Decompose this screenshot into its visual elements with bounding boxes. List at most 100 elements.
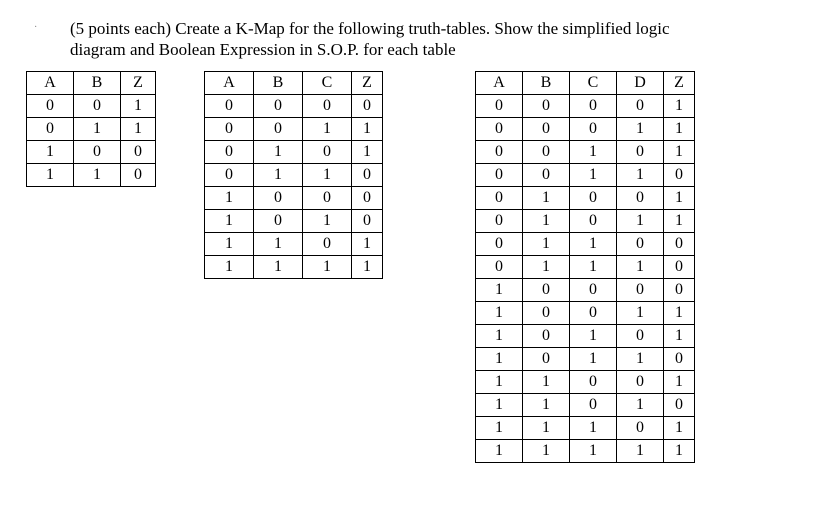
table-cell: 1 — [664, 140, 695, 163]
table-cell: 0 — [476, 163, 523, 186]
table-cell: 0 — [664, 255, 695, 278]
table-cell: 1 — [570, 416, 617, 439]
table-cell: 1 — [664, 117, 695, 140]
col-header: A — [27, 71, 74, 94]
table-row: 01100 — [476, 232, 695, 255]
table-cell: 0 — [664, 163, 695, 186]
table-cell: 1 — [74, 117, 121, 140]
table-cell: 1 — [476, 370, 523, 393]
table-cell: 0 — [617, 186, 664, 209]
table-cell: 1 — [352, 140, 383, 163]
table-cell: 1 — [570, 347, 617, 370]
table-cell: 1 — [352, 117, 383, 140]
col-header: Z — [664, 71, 695, 94]
table-cell: 0 — [570, 186, 617, 209]
table-row: 1010 — [205, 209, 383, 232]
table-cell: 1 — [121, 117, 156, 140]
table-cell: 1 — [523, 393, 570, 416]
table-cell: 1 — [664, 301, 695, 324]
table-row: 10110 — [476, 347, 695, 370]
table-cell: 0 — [617, 278, 664, 301]
table-cell: 0 — [74, 140, 121, 163]
table-cell: 1 — [664, 324, 695, 347]
table-cell: 0 — [254, 186, 303, 209]
col-header: B — [523, 71, 570, 94]
table-cell: 1 — [664, 209, 695, 232]
table-row: 001 — [27, 94, 156, 117]
table-row: 00101 — [476, 140, 695, 163]
table-row: 00001 — [476, 94, 695, 117]
table-cell: 0 — [74, 94, 121, 117]
question-prompt: (5 points each) Create a K-Map for the f… — [70, 18, 790, 61]
table-cell: 1 — [352, 255, 383, 278]
table-row: 0011 — [205, 117, 383, 140]
table-cell: 0 — [121, 163, 156, 186]
table-cell: 1 — [476, 347, 523, 370]
table-cell: 0 — [570, 209, 617, 232]
col-header: B — [74, 71, 121, 94]
col-header: Z — [352, 71, 383, 94]
table-cell: 1 — [74, 163, 121, 186]
table-cell: 0 — [352, 209, 383, 232]
table-cell: 0 — [570, 393, 617, 416]
table-row: 11001 — [476, 370, 695, 393]
table-row: 1111 — [205, 255, 383, 278]
table-row: 0110 — [205, 163, 383, 186]
table-cell: 0 — [205, 163, 254, 186]
table-row: 01011 — [476, 209, 695, 232]
table-cell: 0 — [523, 347, 570, 370]
table-cell: 0 — [205, 94, 254, 117]
table-cell: 0 — [664, 347, 695, 370]
table-cell: 0 — [476, 117, 523, 140]
truth-table-4var: A B C D Z 000010001100101001100100101011… — [475, 71, 695, 463]
table-cell: 1 — [523, 232, 570, 255]
table-cell: 1 — [476, 324, 523, 347]
table-cell: 0 — [664, 278, 695, 301]
table-cell: 0 — [303, 94, 352, 117]
table-cell: 1 — [664, 186, 695, 209]
table-cell: 0 — [121, 140, 156, 163]
table-cell: 0 — [523, 301, 570, 324]
table-cell: 0 — [617, 232, 664, 255]
col-header: B — [254, 71, 303, 94]
table-cell: 0 — [352, 163, 383, 186]
table-cell: 1 — [476, 439, 523, 462]
col-header: C — [303, 71, 352, 94]
table-cell: 1 — [570, 324, 617, 347]
table-cell: 0 — [570, 301, 617, 324]
table-cell: 1 — [523, 416, 570, 439]
table-cell: 0 — [254, 117, 303, 140]
table-cell: 1 — [617, 117, 664, 140]
table-row: 0000 — [205, 94, 383, 117]
table-cell: 0 — [617, 370, 664, 393]
tables-container: A B Z 001011100110 A B C Z 0000001101010… — [26, 71, 809, 463]
table-cell: 0 — [523, 324, 570, 347]
table-row: 011 — [27, 117, 156, 140]
table-row: 11101 — [476, 416, 695, 439]
table-row: 11010 — [476, 393, 695, 416]
table-cell: 0 — [303, 140, 352, 163]
table-cell: 1 — [254, 255, 303, 278]
table-body: 001011100110 — [27, 94, 156, 186]
prompt-line-2: diagram and Boolean Expression in S.O.P.… — [70, 40, 456, 59]
table-cell: 1 — [617, 347, 664, 370]
table-cell: 1 — [523, 209, 570, 232]
table-cell: 0 — [664, 393, 695, 416]
table-cell: 0 — [523, 117, 570, 140]
table-cell: 0 — [523, 94, 570, 117]
table-cell: 1 — [570, 232, 617, 255]
table-cell: 1 — [303, 209, 352, 232]
table-cell: 0 — [476, 209, 523, 232]
table-row: 01110 — [476, 255, 695, 278]
table-cell: 0 — [570, 278, 617, 301]
table-row: 00011 — [476, 117, 695, 140]
col-header: C — [570, 71, 617, 94]
table-cell: 1 — [617, 301, 664, 324]
table-header-row: A B C Z — [205, 71, 383, 94]
table-header-row: A B Z — [27, 71, 156, 94]
table-row: 100 — [27, 140, 156, 163]
table-cell: 1 — [617, 439, 664, 462]
col-header: Z — [121, 71, 156, 94]
table-cell: 0 — [352, 186, 383, 209]
table-row: 10000 — [476, 278, 695, 301]
